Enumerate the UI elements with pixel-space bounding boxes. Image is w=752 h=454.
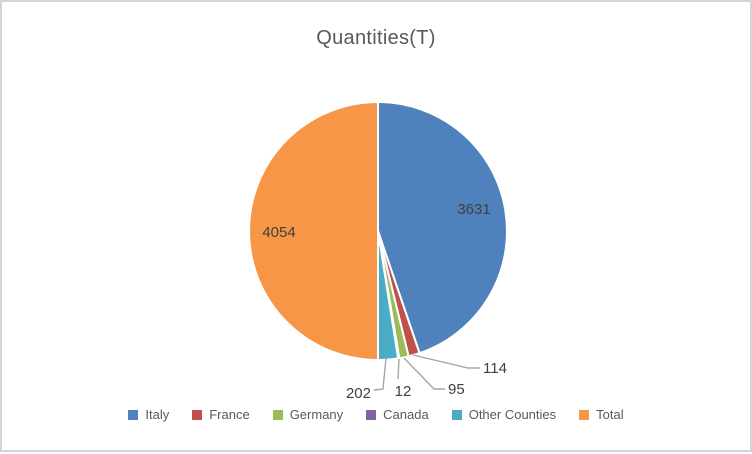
legend-label: Other Counties: [468, 407, 557, 422]
legend-item-canada[interactable]: Canada: [366, 407, 429, 422]
pie-slice-italy[interactable]: [377, 101, 508, 355]
legend-swatch-icon: [451, 409, 462, 420]
legend-swatch-icon: [272, 409, 283, 420]
legend-swatch-icon: [128, 409, 139, 420]
chart-title: Quantities(T): [316, 27, 436, 49]
leader-line-france: [412, 354, 480, 369]
legend-label: Total: [596, 407, 624, 422]
legend-label: Germany: [289, 407, 344, 422]
legend-label: France: [209, 407, 250, 422]
data-label-total: 4054: [262, 224, 295, 241]
leader-line-other-counties: [373, 357, 387, 391]
leader-line-canada: [397, 358, 400, 380]
legend-item-germany[interactable]: Germany: [272, 407, 344, 422]
legend-item-france[interactable]: France: [192, 407, 250, 422]
legend-swatch-icon: [579, 409, 590, 420]
data-label-germany: 95: [448, 381, 465, 398]
legend-label: Canada: [383, 407, 429, 422]
pie-slice-total[interactable]: [248, 101, 379, 361]
leader-line-germany: [403, 357, 445, 390]
data-label-other-counties: 202: [346, 385, 371, 402]
legend-item-other-counties[interactable]: Other Counties: [451, 407, 557, 422]
data-label-france: 114: [483, 360, 507, 377]
data-label-italy: 3631: [457, 201, 490, 218]
legend-label: Italy: [145, 407, 170, 422]
legend: Italy France Germany Canada Other Counties To…: [2, 407, 750, 422]
legend-swatch-icon: [366, 409, 377, 420]
legend-item-italy[interactable]: Italy: [128, 407, 169, 422]
legend-item-total[interactable]: Total: [579, 407, 624, 422]
legend-swatch-icon: [192, 409, 203, 420]
data-label-canada: 12: [395, 383, 412, 400]
